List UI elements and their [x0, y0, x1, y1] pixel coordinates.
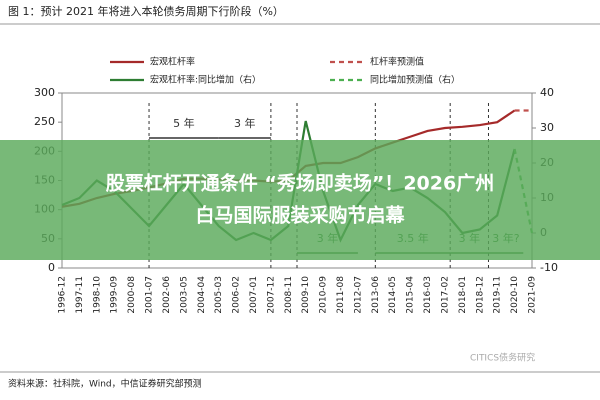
annotation: 5 年: [173, 116, 195, 130]
x-tick-label: 2006-02: [232, 276, 242, 314]
x-tick-label: 2001-07: [145, 276, 155, 314]
x-tick-label: 2015-04: [406, 276, 416, 314]
x-tick-label: 1997-11: [75, 276, 85, 314]
x-tick-label: 2005-03: [214, 276, 224, 314]
headline: 白马国际服装采购节启幕: [195, 204, 405, 227]
x-tick-label: 2013-06: [371, 276, 381, 314]
x-tick-label: 2012-07: [353, 276, 363, 314]
x-tick-label: 2007-01: [249, 276, 259, 314]
x-tick-label: 2009-10: [301, 276, 311, 314]
x-tick-label: 2018-12: [475, 276, 485, 314]
x-tick-label: 2019-11: [493, 276, 503, 314]
x-tick-label: 2020-10: [510, 276, 520, 314]
source: 资料来源：社科院，Wind，中信证券研究部预测: [8, 378, 202, 390]
y-tick-label: 300: [34, 86, 55, 99]
x-tick-label: 2011-08: [336, 276, 346, 314]
x-tick-label: 2018-01: [458, 276, 468, 314]
x-tick-label: 2016-03: [423, 276, 433, 314]
x-tick-label: 2010-09: [319, 276, 329, 314]
annotation: 3 年: [234, 116, 256, 130]
x-tick-label: 1996-12: [58, 276, 68, 314]
x-tick-label: 2014-05: [388, 276, 398, 314]
y-tick-label: 0: [48, 261, 55, 274]
x-tick-label: 2003-05: [179, 276, 189, 314]
legend-label: 同比增加预测值（右）: [370, 74, 460, 86]
headline: 股票杠杆开通条件 “秀场即卖场”！2026广州: [106, 172, 494, 195]
y-tick-label: 250: [34, 115, 55, 128]
x-tick-label: 1998-10: [92, 276, 102, 314]
x-tick-label: 2021-09: [528, 276, 538, 314]
x-tick-label: 2000-08: [127, 276, 137, 314]
y2-tick-label: 30: [540, 121, 554, 134]
x-tick-label: 1999-09: [110, 276, 120, 314]
x-tick-label: 2008-11: [284, 276, 294, 314]
legend-label: 宏观杠杆率:同比增加（右）: [150, 74, 261, 86]
chart-title: 图 1：预计 2021 年将进入本轮债务周期下行阶段（%）: [8, 4, 284, 18]
y2-tick-label: 40: [540, 86, 554, 99]
x-tick-label: 2002-06: [162, 276, 172, 314]
headline-band: [0, 140, 600, 260]
x-tick-label: 2007-12: [266, 276, 276, 314]
x-tick-label: 2017-02: [440, 276, 450, 314]
x-tick-label: 2004-04: [197, 276, 207, 314]
watermark: CITICS债务研究: [470, 352, 535, 364]
y2-tick-label: -10: [540, 261, 558, 274]
legend-label: 宏观杠杆率: [150, 56, 195, 68]
legend-label: 杠杆率预测值: [370, 56, 424, 68]
